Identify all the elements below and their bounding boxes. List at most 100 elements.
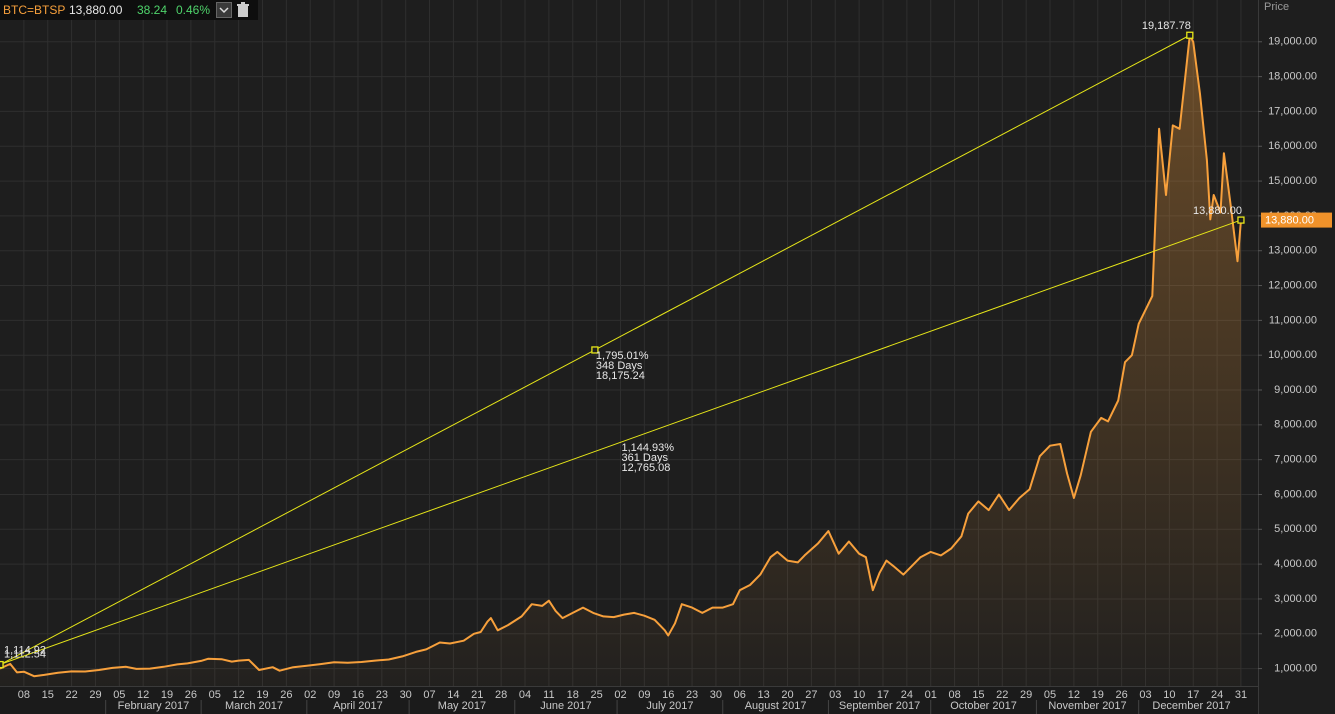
x-tick-label: 19	[256, 689, 268, 701]
x-tick-label: 11	[543, 689, 554, 701]
x-tick-label: 19	[161, 689, 173, 701]
y-tick-label: 13,000.00	[1268, 245, 1317, 257]
x-tick-label: 17	[1187, 689, 1199, 701]
x-tick-label: 23	[376, 689, 388, 701]
x-tick-label: 24	[901, 689, 913, 701]
trend-marker	[1186, 31, 1194, 39]
y-axis-label: Price	[1264, 1, 1289, 13]
x-tick-label: 24	[1211, 689, 1223, 701]
delete-button[interactable]	[236, 2, 250, 18]
trend-line	[0, 219, 1242, 666]
x-tick-label: 26	[185, 689, 197, 701]
x-tick-label: 18	[567, 689, 579, 701]
y-tick-label: 5,000.00	[1274, 523, 1317, 535]
instrument-header: BTC=BTSP 13,880.00 38.24 0.46%	[0, 0, 258, 20]
x-tick-label: 10	[1163, 689, 1175, 701]
last-price: 13,880.00	[69, 3, 123, 17]
trend-marker	[1237, 216, 1245, 224]
trend-stat: 12,765.08	[621, 462, 670, 474]
x-tick-label: 15	[42, 689, 54, 701]
x-tick-label: 05	[1044, 689, 1056, 701]
x-tick-label: 16	[352, 689, 364, 701]
month-label: May 2017	[438, 700, 486, 712]
trend-stat: 18,175.24	[596, 370, 645, 382]
x-tick-label: 25	[590, 689, 602, 701]
price-line	[0, 34, 1242, 678]
month-label: February 2017	[118, 700, 190, 712]
x-tick-label: 20	[781, 689, 793, 701]
x-tick-label: 16	[662, 689, 674, 701]
x-tick-label: 31	[1235, 689, 1247, 701]
trend-end-label: 13,880.00	[1193, 205, 1242, 217]
change-percent: 0.46%	[176, 3, 211, 17]
x-tick-label: 29	[89, 689, 101, 701]
y-tick-label: 11,000.00	[1269, 314, 1317, 326]
x-tick-label: 10	[853, 689, 865, 701]
y-tick-label: 16,000.00	[1268, 140, 1317, 152]
x-tick-label: 08	[18, 689, 30, 701]
x-tick-label: 03	[829, 689, 841, 701]
month-label: December 2017	[1152, 700, 1230, 712]
y-tick-label: 7,000.00	[1274, 454, 1317, 466]
month-label: September 2017	[839, 700, 920, 712]
change: 38.24	[137, 3, 168, 17]
y-tick-label: 6,000.00	[1274, 488, 1317, 500]
trend-stat: 348 Days	[596, 360, 643, 372]
month-label: August 2017	[745, 700, 807, 712]
trend-end-label: 19,187.78	[1142, 20, 1191, 32]
x-tick-label: 03	[1139, 689, 1151, 701]
x-tick-label: 26	[280, 689, 292, 701]
trend-mid-marker	[591, 346, 599, 354]
x-tick-label: 28	[495, 689, 507, 701]
trend-stat: 1,795.01%	[596, 350, 649, 362]
x-tick-label: 12	[137, 689, 149, 701]
x-tick-label: 09	[328, 689, 340, 701]
x-tick-label: 13	[758, 689, 770, 701]
trend-stat: 1,144.93%	[621, 442, 674, 454]
x-tick-label: 02	[614, 689, 626, 701]
month-label: March 2017	[225, 700, 283, 712]
x-tick-label: 21	[471, 689, 483, 701]
x-tick-label: 15	[972, 689, 984, 701]
x-tick-label: 12	[1068, 689, 1080, 701]
x-tick-label: 08	[948, 689, 960, 701]
x-tick-label: 14	[447, 689, 459, 701]
x-axis-band	[0, 686, 1258, 714]
y-tick-label: 10,000.00	[1268, 349, 1317, 361]
x-tick-label: 05	[113, 689, 125, 701]
x-tick-label: 22	[65, 689, 77, 701]
x-tick-label: 26	[1116, 689, 1128, 701]
x-tick-label: 29	[1020, 689, 1032, 701]
trend-marker	[0, 660, 4, 669]
x-tick-label: 02	[304, 689, 316, 701]
dropdown-button[interactable]	[216, 2, 232, 18]
price-tag	[1261, 212, 1332, 228]
month-label: April 2017	[333, 700, 383, 712]
month-label: November 2017	[1048, 700, 1126, 712]
x-tick-label: 23	[686, 689, 698, 701]
month-label: June 2017	[540, 700, 591, 712]
x-tick-label: 09	[638, 689, 650, 701]
trend-start-label: 1,114.92	[4, 644, 46, 656]
x-tick-label: 04	[519, 689, 531, 701]
x-tick-label: 07	[423, 689, 435, 701]
x-tick-label: 30	[400, 689, 412, 701]
x-tick-label: 30	[710, 689, 722, 701]
x-tick-label: 05	[209, 689, 221, 701]
month-label: July 2017	[646, 700, 693, 712]
y-tick-label: 18,000.00	[1268, 71, 1317, 83]
x-tick-label: 27	[805, 689, 817, 701]
y-tick-label: 4,000.00	[1274, 558, 1317, 570]
y-tick-label: 8,000.00	[1274, 419, 1317, 431]
y-tick-label: 17,000.00	[1268, 105, 1317, 117]
y-tick-label: 1,000.00	[1274, 662, 1317, 674]
y-tick-label: 2,000.00	[1274, 628, 1317, 640]
x-tick-label: 22	[996, 689, 1008, 701]
trend-stat: 361 Days	[621, 452, 668, 464]
x-tick-label: 12	[233, 689, 245, 701]
area-fill	[0, 35, 1241, 686]
price-tag-label: 13,880.00	[1265, 214, 1314, 226]
month-label: October 2017	[950, 700, 1017, 712]
